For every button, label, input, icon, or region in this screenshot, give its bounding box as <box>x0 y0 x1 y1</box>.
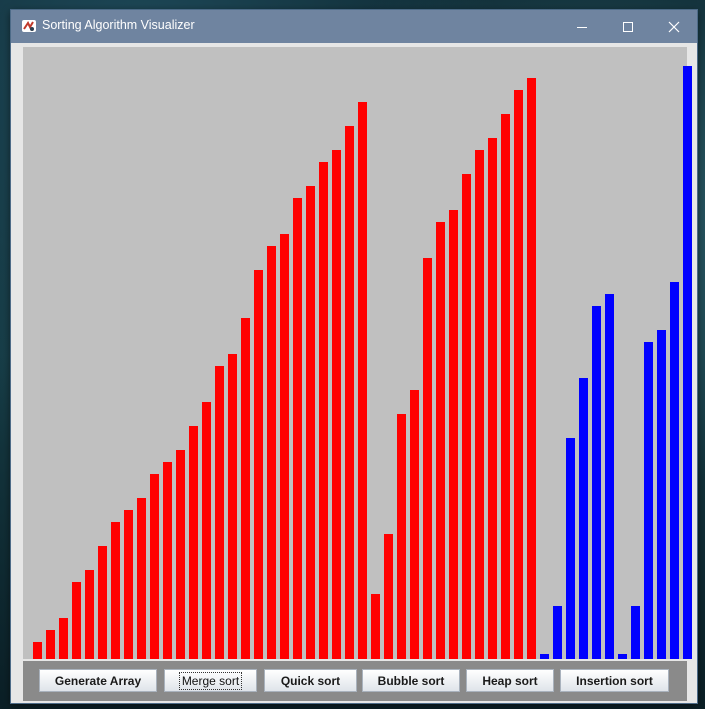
array-bar <box>540 654 549 659</box>
array-bar <box>280 234 289 659</box>
array-bar <box>670 282 679 659</box>
button-label: Quick sort <box>280 673 341 688</box>
merge-sort-button[interactable]: Merge sort <box>164 669 257 692</box>
array-bar <box>436 222 445 659</box>
array-bar <box>579 378 588 659</box>
insertion-sort-button[interactable]: Insertion sort <box>560 669 669 692</box>
button-label: Insertion sort <box>576 673 653 688</box>
title-bar[interactable]: Sorting Algorithm Visualizer <box>11 10 697 43</box>
minimize-icon <box>577 26 587 28</box>
close-button[interactable] <box>651 10 697 43</box>
java-app-icon <box>21 18 37 34</box>
array-bar <box>306 186 315 659</box>
array-bar <box>176 450 185 659</box>
array-bar <box>46 630 55 659</box>
array-bar <box>501 114 510 659</box>
array-bar <box>527 78 536 659</box>
array-bar <box>449 210 458 659</box>
minimize-button[interactable] <box>559 10 605 43</box>
array-bar <box>618 654 627 659</box>
array-bar <box>267 246 276 659</box>
array-bar <box>111 522 120 659</box>
window-title: Sorting Algorithm Visualizer <box>42 18 195 32</box>
app-window: Sorting Algorithm Visualizer Generate Ar… <box>11 10 697 703</box>
array-bar <box>514 90 523 659</box>
button-label: Merge sort <box>178 671 243 690</box>
array-bar <box>683 66 692 659</box>
array-bar <box>345 126 354 659</box>
bubble-sort-button[interactable]: Bubble sort <box>362 669 460 692</box>
array-bar <box>384 534 393 659</box>
array-bar <box>137 498 146 659</box>
array-bar <box>358 102 367 659</box>
array-bar <box>553 606 562 659</box>
array-bar <box>644 342 653 659</box>
bars-canvas <box>23 47 692 659</box>
array-bar <box>59 618 68 659</box>
array-bar <box>254 270 263 659</box>
array-bar <box>228 354 237 659</box>
array-bar <box>592 306 601 659</box>
array-bar <box>475 150 484 659</box>
array-bar <box>98 546 107 659</box>
array-bar <box>293 198 302 659</box>
button-label: Heap sort <box>482 673 538 688</box>
array-bar <box>488 138 497 659</box>
generate-array-button[interactable]: Generate Array <box>39 669 157 692</box>
array-bar <box>605 294 614 659</box>
array-bar <box>566 438 575 659</box>
array-bar <box>423 258 432 659</box>
button-label: Generate Array <box>54 673 142 688</box>
array-bar <box>202 402 211 659</box>
array-bar <box>657 330 666 659</box>
array-bar <box>371 594 380 659</box>
heap-sort-button[interactable]: Heap sort <box>466 669 554 692</box>
array-bar <box>72 582 81 659</box>
array-bar <box>124 510 133 659</box>
close-icon <box>668 21 680 32</box>
button-panel: Generate Array Merge sort Quick sort Bubble… <box>23 661 687 701</box>
array-bar <box>410 390 419 659</box>
array-bar <box>462 174 471 659</box>
array-bar <box>150 474 159 659</box>
array-bar <box>631 606 640 659</box>
array-bar <box>85 570 94 659</box>
maximize-button[interactable] <box>605 10 651 43</box>
array-bar <box>319 162 328 659</box>
array-bar <box>397 414 406 659</box>
quick-sort-button[interactable]: Quick sort <box>264 669 357 692</box>
array-bar <box>215 366 224 659</box>
array-bar <box>33 642 42 659</box>
array-bar <box>332 150 341 659</box>
maximize-icon <box>623 21 633 32</box>
array-bar <box>189 426 198 659</box>
array-bar <box>241 318 250 659</box>
button-label: Bubble sort <box>377 673 445 688</box>
array-bar <box>163 462 172 659</box>
